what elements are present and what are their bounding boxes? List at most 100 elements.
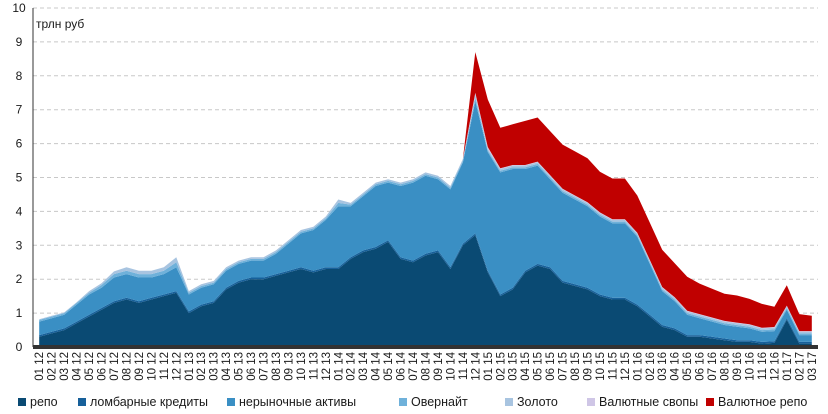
x-tick-label: 08 14 bbox=[421, 351, 433, 380]
x-tick-label: 09 16 bbox=[732, 352, 744, 381]
area-series-0 bbox=[39, 235, 812, 347]
x-tick-label: 09 14 bbox=[433, 351, 445, 380]
x-tick-label: 01 14 bbox=[333, 351, 345, 380]
x-tick-label: 03 17 bbox=[807, 352, 819, 381]
x-tick-label: 10 13 bbox=[296, 352, 308, 381]
x-tick-label: 09 12 bbox=[134, 352, 146, 381]
y-tick-label: 10 bbox=[12, 1, 26, 15]
x-tick-label: 11 12 bbox=[159, 352, 171, 380]
y-tick-label: 6 bbox=[16, 137, 23, 151]
legend: репо ломбарные кредиты нерыночные активы Ов… bbox=[0, 392, 828, 414]
legend-label: Валютное репо bbox=[718, 395, 808, 409]
x-tick-label: 02 12 bbox=[47, 352, 59, 381]
x-tick-label: 11 14 bbox=[458, 351, 470, 380]
x-tick-label: 05 13 bbox=[234, 352, 246, 381]
legend-label: репо bbox=[30, 395, 58, 409]
x-tick-label: 08 15 bbox=[570, 352, 582, 381]
x-tick-label: 06 14 bbox=[396, 351, 408, 380]
legend-label: нерыночные активы bbox=[239, 395, 357, 409]
x-tick-label: 07 15 bbox=[558, 352, 570, 381]
y-tick-label: 2 bbox=[16, 272, 23, 286]
y-tick-label: 1 bbox=[16, 306, 23, 320]
x-tick-label: 12 16 bbox=[769, 352, 781, 381]
x-tick-label: 04 14 bbox=[371, 351, 383, 380]
x-tick-label: 06 15 bbox=[545, 352, 557, 381]
x-tick-label: 04 15 bbox=[520, 352, 532, 381]
legend-item: Овернайт bbox=[399, 395, 468, 409]
legend-label: Золото bbox=[517, 395, 558, 409]
legend-label: Овернайт bbox=[411, 395, 468, 409]
x-tick-label: 03 13 bbox=[209, 352, 221, 381]
x-tick-label: 06 16 bbox=[695, 352, 707, 381]
x-tick-label: 09 15 bbox=[583, 352, 595, 381]
x-tick-labels: 01 12 02 12 03 12 04 12 05 12 06 12 07 12 08 12… bbox=[34, 351, 819, 380]
x-tick-label: 10 14 bbox=[445, 351, 457, 380]
x-tick-label: 02 13 bbox=[196, 352, 208, 381]
legend-swatch bbox=[505, 398, 513, 406]
x-tick-label: 04 16 bbox=[670, 352, 682, 381]
y-tick-labels: 0 1 2 3 4 5 6 7 8 9 10 bbox=[12, 1, 26, 354]
x-tick-label: 01 13 bbox=[184, 352, 196, 381]
x-tick-label: 07 14 bbox=[408, 351, 420, 380]
x-tick-label: 02 17 bbox=[794, 352, 806, 381]
area-series-2 bbox=[39, 101, 812, 342]
stacked-areas bbox=[39, 52, 812, 347]
x-tick-label: 05 14 bbox=[383, 351, 395, 380]
x-tick-label: 02 15 bbox=[495, 352, 507, 381]
y-tick-label: 8 bbox=[16, 69, 23, 83]
x-tick-label: 11 15 bbox=[607, 352, 619, 380]
x-tick-label: 12 15 bbox=[620, 352, 632, 381]
legend-item: Валютные свопы bbox=[587, 395, 698, 409]
legend-label: Валютные свопы bbox=[599, 395, 699, 409]
area-series-6 bbox=[39, 52, 812, 332]
legend-swatch bbox=[587, 398, 595, 406]
legend-label: ломбарные кредиты bbox=[90, 395, 209, 409]
x-tick-label: 08 13 bbox=[271, 352, 283, 381]
x-tick-label: 04 13 bbox=[221, 352, 233, 381]
y-tick-label: 0 bbox=[16, 340, 23, 354]
x-tick-label: 11 16 bbox=[757, 352, 769, 380]
x-tick-label: 03 12 bbox=[59, 352, 71, 381]
x-tick-label: 01 16 bbox=[632, 352, 644, 381]
legend-item: Золото bbox=[505, 395, 558, 409]
legend-swatch bbox=[227, 398, 235, 406]
x-tick-label: 08 12 bbox=[122, 352, 134, 381]
x-tick-label: 01 15 bbox=[483, 352, 495, 381]
x-tick-label: 11 13 bbox=[308, 352, 320, 380]
x-tick-label: 05 12 bbox=[84, 352, 96, 381]
legend-swatch bbox=[706, 398, 714, 406]
x-tick-label: 07 12 bbox=[109, 352, 121, 381]
y-tick-label: 5 bbox=[16, 171, 23, 185]
x-tick-label: 12 12 bbox=[171, 352, 183, 381]
x-tick-label: 12 14 bbox=[470, 351, 482, 380]
x-tick-label: 04 12 bbox=[72, 352, 84, 381]
x-tick-label: 03 15 bbox=[508, 352, 520, 381]
legend-swatch bbox=[399, 398, 407, 406]
x-tick-label: 09 13 bbox=[283, 352, 295, 381]
legend-swatch bbox=[78, 398, 86, 406]
x-tick-label: 10 12 bbox=[146, 352, 158, 381]
y-tick-label: 9 bbox=[16, 35, 23, 49]
x-tick-label: 10 15 bbox=[595, 352, 607, 381]
y-axis-label: трлн руб bbox=[36, 17, 84, 31]
x-tick-label: 07 13 bbox=[259, 352, 271, 381]
legend-swatch bbox=[18, 398, 26, 406]
x-tick-label: 01 17 bbox=[782, 352, 794, 381]
x-tick-label: 05 15 bbox=[533, 352, 545, 381]
x-tick-label: 03 16 bbox=[657, 352, 669, 381]
x-tick-label: 06 12 bbox=[97, 352, 109, 381]
x-tick-label: 05 16 bbox=[682, 352, 694, 381]
x-tick-label: 07 16 bbox=[707, 352, 719, 381]
legend-item: репо bbox=[18, 395, 58, 409]
x-tick-label: 02 16 bbox=[645, 352, 657, 381]
x-tick-label: 01 12 bbox=[34, 352, 46, 381]
legend-item: Валютное репо bbox=[706, 395, 807, 409]
y-tick-label: 4 bbox=[16, 204, 23, 218]
x-tick-label: 02 14 bbox=[346, 351, 358, 380]
x-tick-label: 03 14 bbox=[358, 351, 370, 380]
y-tick-label: 7 bbox=[16, 103, 23, 117]
y-tick-label: 3 bbox=[16, 238, 23, 252]
x-tick-label: 10 16 bbox=[745, 352, 757, 381]
legend-item: нерыночные активы bbox=[227, 395, 356, 409]
